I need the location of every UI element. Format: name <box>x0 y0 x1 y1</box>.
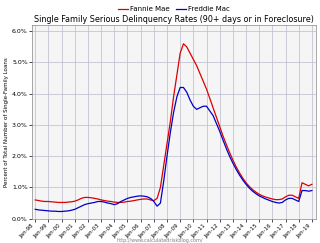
Fannie Mae <box>33 199 37 201</box>
Fannie Mae <box>175 74 179 77</box>
Freddie Mac <box>83 203 87 206</box>
Fannie Mae <box>56 201 60 204</box>
Freddie Mac <box>175 95 179 98</box>
Line: Freddie Mac: Freddie Mac <box>35 87 312 211</box>
Legend: Fannie Mae, Freddie Mac: Fannie Mae, Freddie Mac <box>115 3 233 15</box>
Fannie Mae <box>300 181 304 184</box>
Fannie Mae <box>119 201 123 204</box>
Fannie Mae <box>83 196 87 199</box>
Fannie Mae <box>310 183 314 186</box>
Freddie Mac <box>310 189 314 192</box>
Freddie Mac <box>132 195 136 198</box>
Fannie Mae <box>181 42 185 45</box>
Fannie Mae <box>132 199 136 202</box>
Freddie Mac <box>300 189 304 192</box>
Freddie Mac <box>122 199 126 201</box>
Text: http://www.calculatedriskblog.com/: http://www.calculatedriskblog.com/ <box>117 238 203 243</box>
Y-axis label: Percent of Total Number of Single-Family Loans: Percent of Total Number of Single-Family… <box>4 57 9 187</box>
Title: Single Family Serious Delinquency Rates (90+ days or in Foreclosure): Single Family Serious Delinquency Rates … <box>34 15 314 24</box>
Line: Fannie Mae: Fannie Mae <box>35 44 312 202</box>
Freddie Mac <box>178 86 182 89</box>
Freddie Mac <box>33 208 37 211</box>
Fannie Mae <box>122 201 126 204</box>
Freddie Mac <box>56 210 60 213</box>
Freddie Mac <box>119 200 123 203</box>
